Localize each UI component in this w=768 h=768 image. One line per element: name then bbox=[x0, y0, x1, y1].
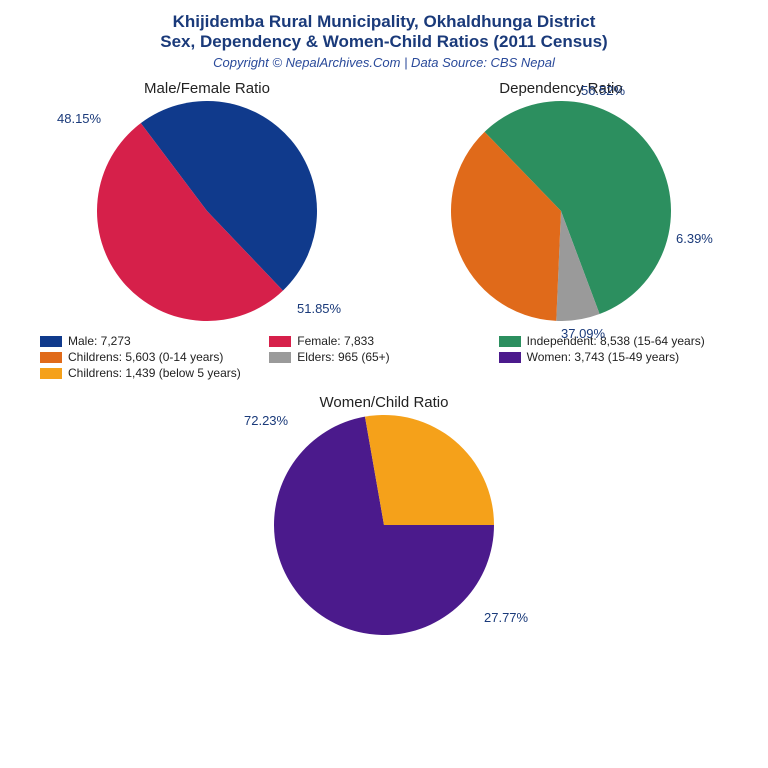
slice-label: 37.09% bbox=[561, 326, 605, 341]
dependency-ratio-title: Dependency Ratio bbox=[451, 80, 671, 97]
dependency-ratio-block: Dependency Ratio 56.52%6.39%37.09% bbox=[451, 80, 671, 326]
dependency-ratio-pie: 56.52%6.39%37.09% bbox=[451, 101, 671, 326]
legend-text: Elders: 965 (65+) bbox=[297, 350, 389, 364]
legend-swatch bbox=[40, 352, 62, 363]
header: Khijidemba Rural Municipality, Okhaldhun… bbox=[0, 0, 768, 74]
legend-item: Childrens: 5,603 (0-14 years) bbox=[40, 350, 269, 364]
women-child-block: Women/Child Ratio 72.23%27.77% bbox=[0, 394, 768, 640]
legend: Male: 7,273 Female: 7,833 Independent: 8,5… bbox=[0, 326, 768, 386]
legend-swatch bbox=[269, 352, 291, 363]
title-line1: Khijidemba Rural Municipality, Okhaldhun… bbox=[20, 12, 748, 32]
legend-swatch bbox=[269, 336, 291, 347]
legend-item: Women: 3,743 (15-49 years) bbox=[499, 350, 728, 364]
legend-text: Childrens: 5,603 (0-14 years) bbox=[68, 350, 223, 364]
slice-label: 51.85% bbox=[297, 301, 341, 316]
legend-item: Male: 7,273 bbox=[40, 334, 269, 348]
legend-swatch bbox=[40, 336, 62, 347]
legend-text: Female: 7,833 bbox=[297, 334, 374, 348]
legend-swatch bbox=[40, 368, 62, 379]
legend-item: Childrens: 1,439 (below 5 years) bbox=[40, 366, 269, 380]
sex-ratio-block: Male/Female Ratio 48.15%51.85% bbox=[97, 80, 317, 326]
legend-text: Male: 7,273 bbox=[68, 334, 131, 348]
pie-slice bbox=[365, 415, 494, 525]
legend-text: Women: 3,743 (15-49 years) bbox=[527, 350, 680, 364]
legend-text: Independent: 8,538 (15-64 years) bbox=[527, 334, 705, 348]
legend-item: Elders: 965 (65+) bbox=[269, 350, 498, 364]
slice-label: 56.52% bbox=[581, 83, 625, 98]
sex-ratio-pie: 48.15%51.85% bbox=[97, 101, 317, 326]
women-child-pie: 72.23%27.77% bbox=[274, 415, 494, 640]
title-line2: Sex, Dependency & Women-Child Ratios (20… bbox=[20, 32, 748, 52]
slice-label: 6.39% bbox=[676, 231, 713, 246]
women-child-title: Women/Child Ratio bbox=[0, 394, 768, 411]
subtitle: Copyright © NepalArchives.Com | Data Sou… bbox=[20, 55, 748, 70]
top-charts-row: Male/Female Ratio 48.15%51.85% Dependenc… bbox=[0, 80, 768, 326]
sex-ratio-title: Male/Female Ratio bbox=[97, 80, 317, 97]
legend-swatch bbox=[499, 336, 521, 347]
legend-text: Childrens: 1,439 (below 5 years) bbox=[68, 366, 241, 380]
legend-item: Female: 7,833 bbox=[269, 334, 498, 348]
legend-swatch bbox=[499, 352, 521, 363]
slice-label: 27.77% bbox=[484, 610, 528, 625]
slice-label: 72.23% bbox=[244, 413, 288, 428]
legend-item: Independent: 8,538 (15-64 years) bbox=[499, 334, 728, 348]
slice-label: 48.15% bbox=[57, 111, 101, 126]
